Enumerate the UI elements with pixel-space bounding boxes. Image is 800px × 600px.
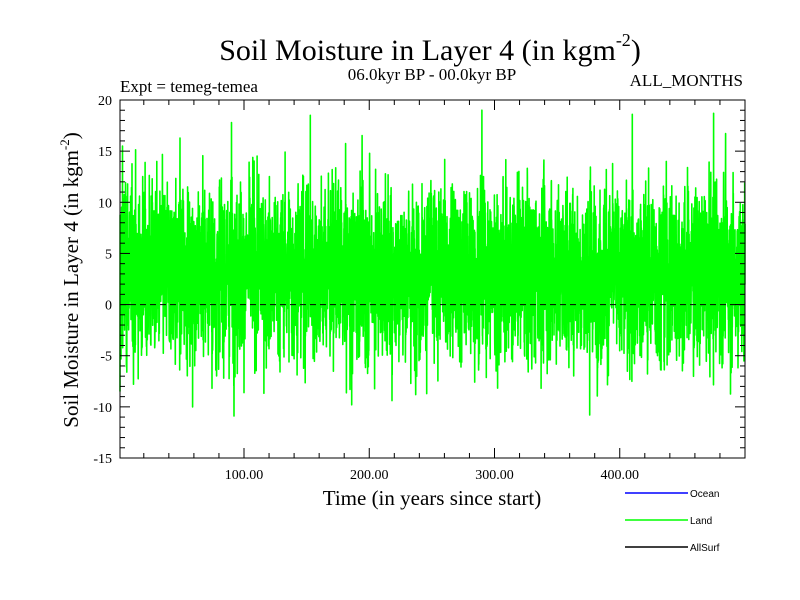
plot-area: -15 -10 -5 0 5 10 15 20 100.00 200.00 300.00 400.00 <box>93 94 746 483</box>
y-axis-label: Soil Moisture in Layer 4 (in kgm-2) <box>57 132 83 427</box>
series-line-land <box>119 109 746 417</box>
y-tick-label: -10 <box>93 401 112 416</box>
period-subtitle: 06.0kyr BP - 00.0kyr BP <box>348 65 516 84</box>
chart-title: Soil Moisture in Layer 4 (in kgm-2) <box>219 30 641 67</box>
y-tick-label: 0 <box>105 299 112 314</box>
legend: Ocean Land AllSurf <box>625 489 720 554</box>
y-axis-label-sup: -2 <box>57 139 72 150</box>
y-tick-label: 10 <box>98 196 112 211</box>
chart-title-sup: -2 <box>616 30 631 50</box>
y-tick-label: 5 <box>105 247 112 262</box>
y-tick-label: 20 <box>98 94 112 109</box>
chart-title-main: Soil Moisture in Layer 4 (in kgm <box>219 34 616 67</box>
legend-label-land: Land <box>690 516 712 527</box>
y-tick-label: 15 <box>98 145 112 160</box>
x-tick-label: 100.00 <box>225 468 264 483</box>
chart-title-close: ) <box>631 34 641 67</box>
y-tick-label: -5 <box>100 350 112 365</box>
legend-label-allsurf: AllSurf <box>690 543 720 554</box>
x-tick-label: 400.00 <box>600 468 639 483</box>
legend-label-ocean: Ocean <box>690 489 719 500</box>
y-axis-label-close: ) <box>59 132 83 139</box>
months-label: ALL_MONTHS <box>630 71 743 90</box>
x-axis-label: Time (in years since start) <box>323 486 542 510</box>
plot-frame <box>119 99 746 459</box>
y-tick-label: -15 <box>93 452 112 467</box>
x-tick-label: 200.00 <box>350 468 389 483</box>
expt-label: Expt = temeg-temea <box>120 77 258 96</box>
x-tick-label: 300.00 <box>475 468 514 483</box>
y-axis-label-main: Soil Moisture in Layer 4 (in kgm <box>59 150 83 428</box>
